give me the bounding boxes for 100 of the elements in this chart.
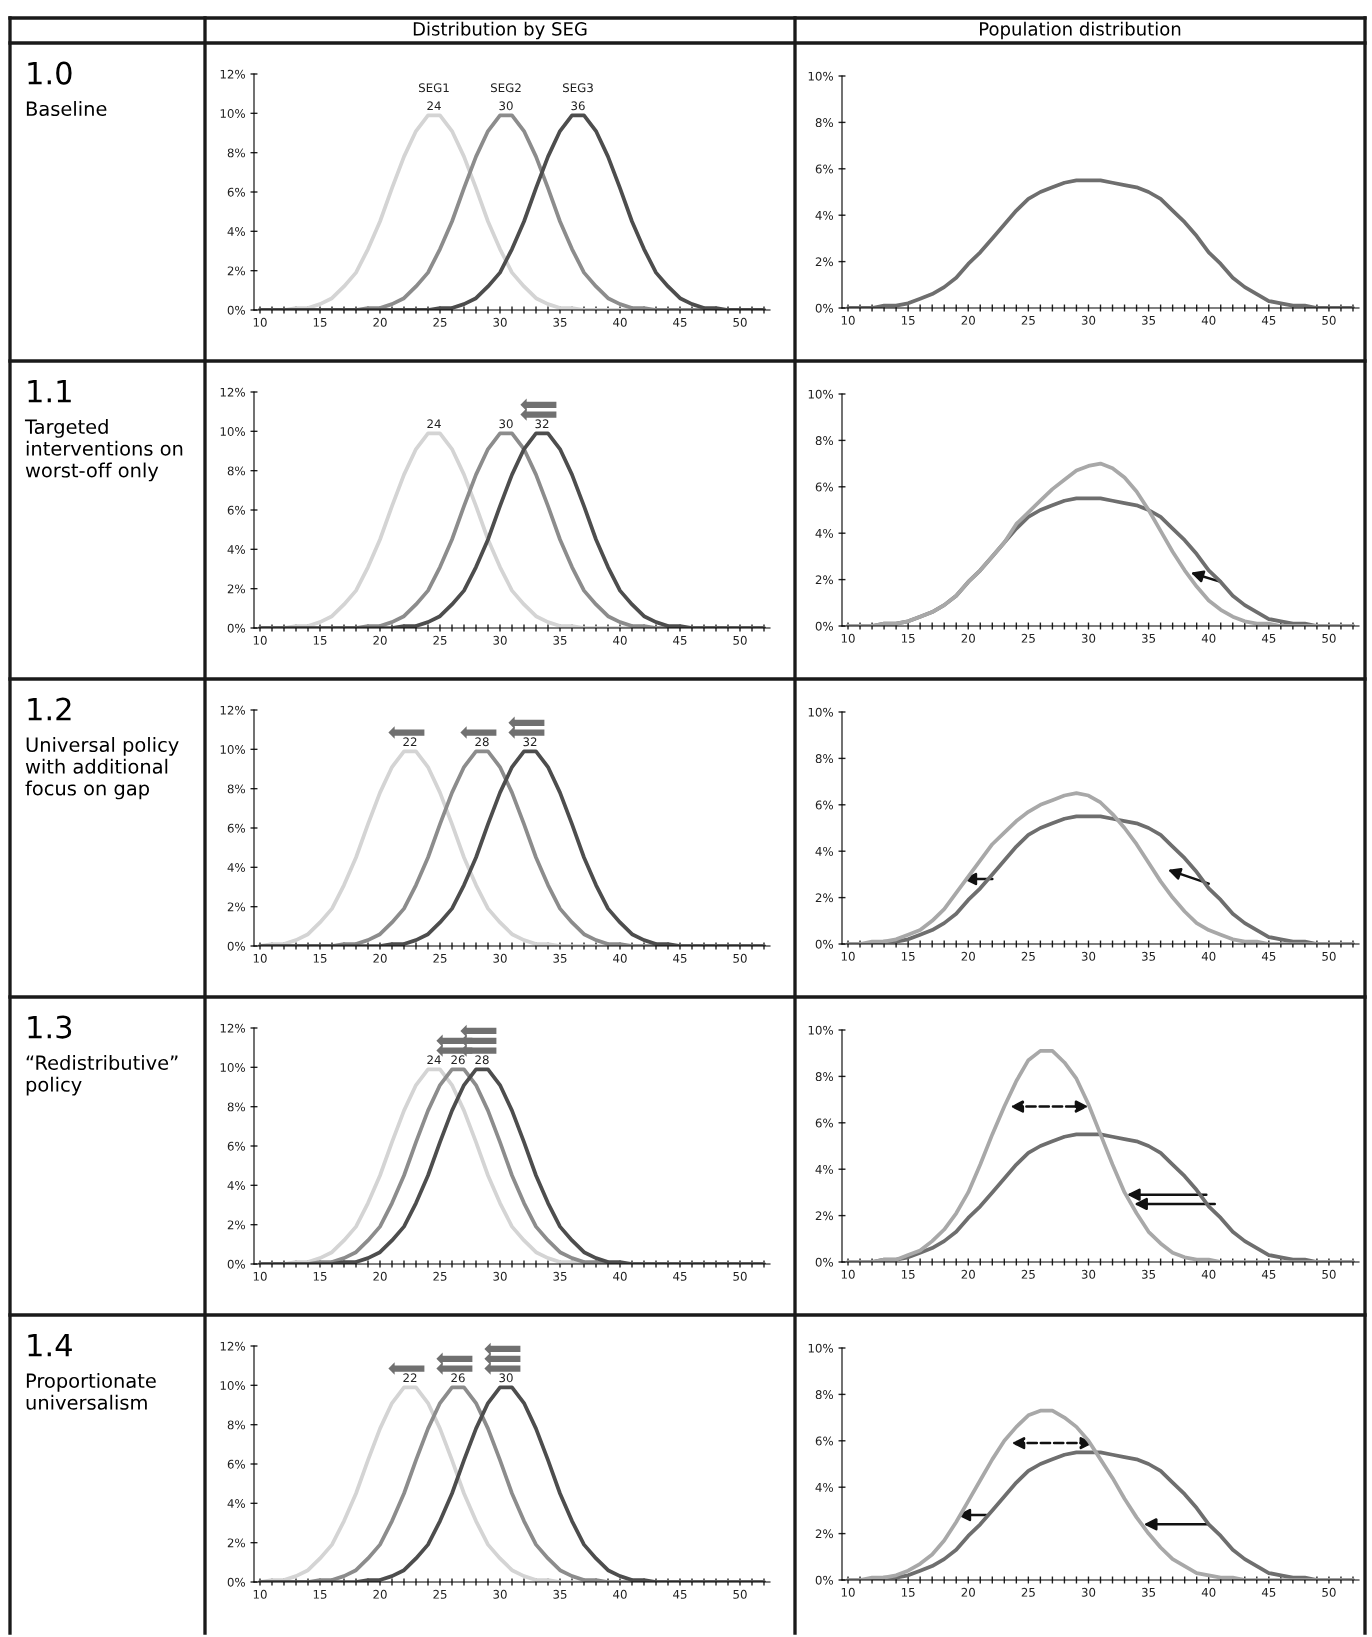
x-tick-label: 30	[493, 1589, 507, 1599]
x-tick-label: 45	[1261, 634, 1276, 643]
y-tick-label: 10%	[220, 109, 246, 118]
text: Universal policy with additional focus on gap	[25, 737, 179, 800]
x-tick-label: 50	[1322, 1269, 1336, 1279]
annotation: 26	[451, 1055, 465, 1065]
x-tick-label: 50	[733, 635, 747, 645]
x-tick-label: 35	[553, 635, 567, 645]
x-tick-label: 10	[841, 1587, 855, 1597]
x-tick-label: 50	[733, 317, 747, 327]
x-tick-label: 25	[1021, 315, 1035, 325]
x-tick-label: 45	[1261, 1270, 1276, 1279]
annotation: 28	[475, 737, 489, 747]
text: 1.1	[28, 379, 71, 403]
x-tick-label: 10	[253, 1589, 267, 1599]
y-tick-label: 6%	[815, 800, 834, 810]
y-tick-label: 0%	[815, 1575, 834, 1585]
y-tick-label: 10%	[808, 1025, 834, 1035]
y-tick-label: 12%	[220, 387, 246, 397]
text: 1.4	[28, 1333, 72, 1357]
annotation: 36	[571, 101, 585, 111]
y-tick-label: 0%	[227, 941, 246, 951]
y-tick-label: 10%	[220, 1381, 246, 1390]
y-tick-label: 2%	[815, 575, 834, 585]
y-tick-label: 10%	[808, 1343, 834, 1353]
text: Baseline	[26, 101, 107, 117]
x-tick-label: 30	[493, 1271, 507, 1281]
y-tick-label: 0%	[227, 1259, 246, 1269]
y-tick-label: 8%	[815, 1390, 834, 1400]
y-tick-label: 8%	[227, 148, 246, 158]
x-tick-label: 20	[961, 1587, 975, 1597]
y-tick-label: 2%	[815, 893, 834, 903]
x-tick-label: 15	[313, 1272, 327, 1281]
x-tick-label: 30	[493, 635, 507, 645]
x-tick-label: 50	[733, 953, 747, 963]
y-tick-label: 0%	[815, 303, 834, 313]
y-tick-label: 12%	[220, 1341, 246, 1351]
y-tick-label: 6%	[227, 1459, 246, 1469]
y-tick-label: 8%	[815, 754, 834, 764]
chart-title: Distribution by SEG	[413, 21, 587, 40]
x-tick-label: 25	[1021, 1269, 1035, 1279]
x-tick-label: 25	[1021, 951, 1035, 961]
y-tick-label: 2%	[227, 1220, 246, 1230]
x-tick-label: 45	[673, 318, 687, 327]
y-tick-label: 10%	[808, 71, 834, 81]
y-tick-label: 6%	[227, 1141, 246, 1151]
y-tick-label: 2%	[227, 266, 246, 276]
x-tick-label: 25	[433, 317, 447, 327]
y-tick-label: 6%	[227, 187, 246, 197]
x-tick-label: 10	[841, 1269, 855, 1279]
x-tick-label: 45	[673, 1590, 687, 1599]
text: SEG2	[490, 83, 521, 93]
x-tick-label: 50	[733, 1271, 747, 1281]
x-tick-label: 15	[313, 636, 327, 645]
x-tick-label: 15	[313, 954, 327, 963]
y-tick-label: 2%	[227, 1538, 246, 1548]
y-tick-label: 10%	[220, 427, 246, 436]
y-tick-label: 2%	[815, 257, 834, 267]
x-tick-label: 40	[1201, 633, 1216, 643]
y-tick-label: 4%	[815, 210, 834, 220]
x-tick-label: 30	[1081, 951, 1096, 961]
annotation: 26	[451, 1373, 465, 1383]
x-tick-label: 15	[901, 316, 915, 325]
x-tick-label: 40	[613, 317, 627, 327]
y-tick-label: 4%	[227, 1499, 246, 1508]
x-tick-label: 25	[433, 953, 447, 963]
y-tick-label: 6%	[227, 823, 246, 833]
x-tick-label: 15	[901, 634, 915, 643]
y-tick-label: 2%	[227, 584, 246, 594]
y-tick-label: 6%	[815, 482, 834, 492]
x-tick-label: 30	[1081, 633, 1096, 643]
x-tick-label: 10	[253, 953, 267, 963]
x-tick-label: 35	[1141, 633, 1156, 643]
x-tick-label: 40	[613, 1271, 627, 1281]
x-tick-label: 20	[961, 315, 975, 325]
x-tick-label: 40	[613, 635, 627, 645]
x-tick-label: 10	[253, 635, 267, 645]
y-tick-label: 10%	[220, 1063, 246, 1072]
x-tick-label: 25	[1021, 1587, 1035, 1597]
y-tick-label: 2%	[815, 1211, 834, 1221]
text: 1.0	[28, 61, 72, 85]
chart-title: Population distribution	[980, 21, 1181, 40]
annotation: 24	[427, 1055, 441, 1065]
x-tick-label: 30	[1081, 1269, 1096, 1279]
annotation: 22	[403, 1373, 417, 1383]
y-tick-label: 6%	[815, 1436, 834, 1446]
x-tick-label: 30	[493, 953, 507, 963]
y-tick-label: 6%	[815, 164, 834, 174]
text: SEG3	[562, 83, 593, 93]
x-tick-label: 50	[1322, 315, 1336, 325]
y-tick-label: 2%	[815, 1529, 834, 1539]
x-tick-label: 50	[1322, 1587, 1336, 1597]
x-tick-label: 20	[961, 633, 975, 643]
x-tick-label: 45	[673, 636, 687, 645]
annotation: 30	[499, 101, 513, 111]
y-tick-label: 4%	[227, 863, 246, 872]
y-tick-label: 8%	[227, 1420, 246, 1430]
x-tick-label: 20	[373, 1589, 387, 1599]
x-tick-label: 45	[1261, 316, 1276, 325]
x-tick-label: 45	[1261, 1588, 1276, 1597]
